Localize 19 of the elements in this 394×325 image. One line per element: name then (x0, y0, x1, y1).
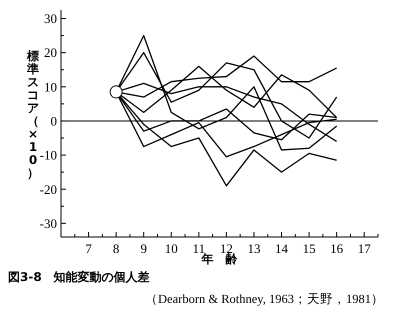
text: 図3-8 知能変動の個人差 (8, 270, 150, 284)
x-tick-label: 13 (247, 241, 260, 256)
y-tick-label: 30 (44, 11, 57, 26)
x-tick-label: 16 (330, 241, 344, 256)
y-tick-label: -30 (40, 216, 57, 231)
x-tick-label: 9 (140, 241, 147, 256)
y-tick-label: 20 (44, 45, 57, 60)
x-tick-label: 8 (112, 241, 120, 256)
x-tick-label: 14 (275, 241, 289, 256)
y-tick-label: 0 (50, 113, 57, 128)
x-tick-label: 10 (164, 241, 178, 256)
x-tick-label: 7 (85, 241, 92, 256)
y-tick-label: -20 (40, 182, 57, 197)
x-tick-label: 17 (358, 241, 372, 256)
y-tick-label: 10 (44, 79, 57, 94)
x-tick-label: 15 (302, 241, 316, 256)
text: （Dearborn & Rothney, 1963；天野，1981） (145, 292, 384, 306)
text: 標準スコア（×10） (27, 49, 39, 180)
y-tick-label: -10 (40, 148, 57, 163)
